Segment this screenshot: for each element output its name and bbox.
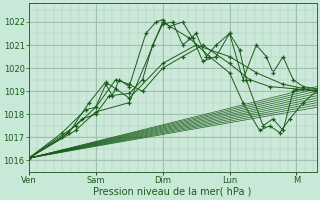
X-axis label: Pression niveau de la mer( hPa ): Pression niveau de la mer( hPa )	[93, 187, 252, 197]
